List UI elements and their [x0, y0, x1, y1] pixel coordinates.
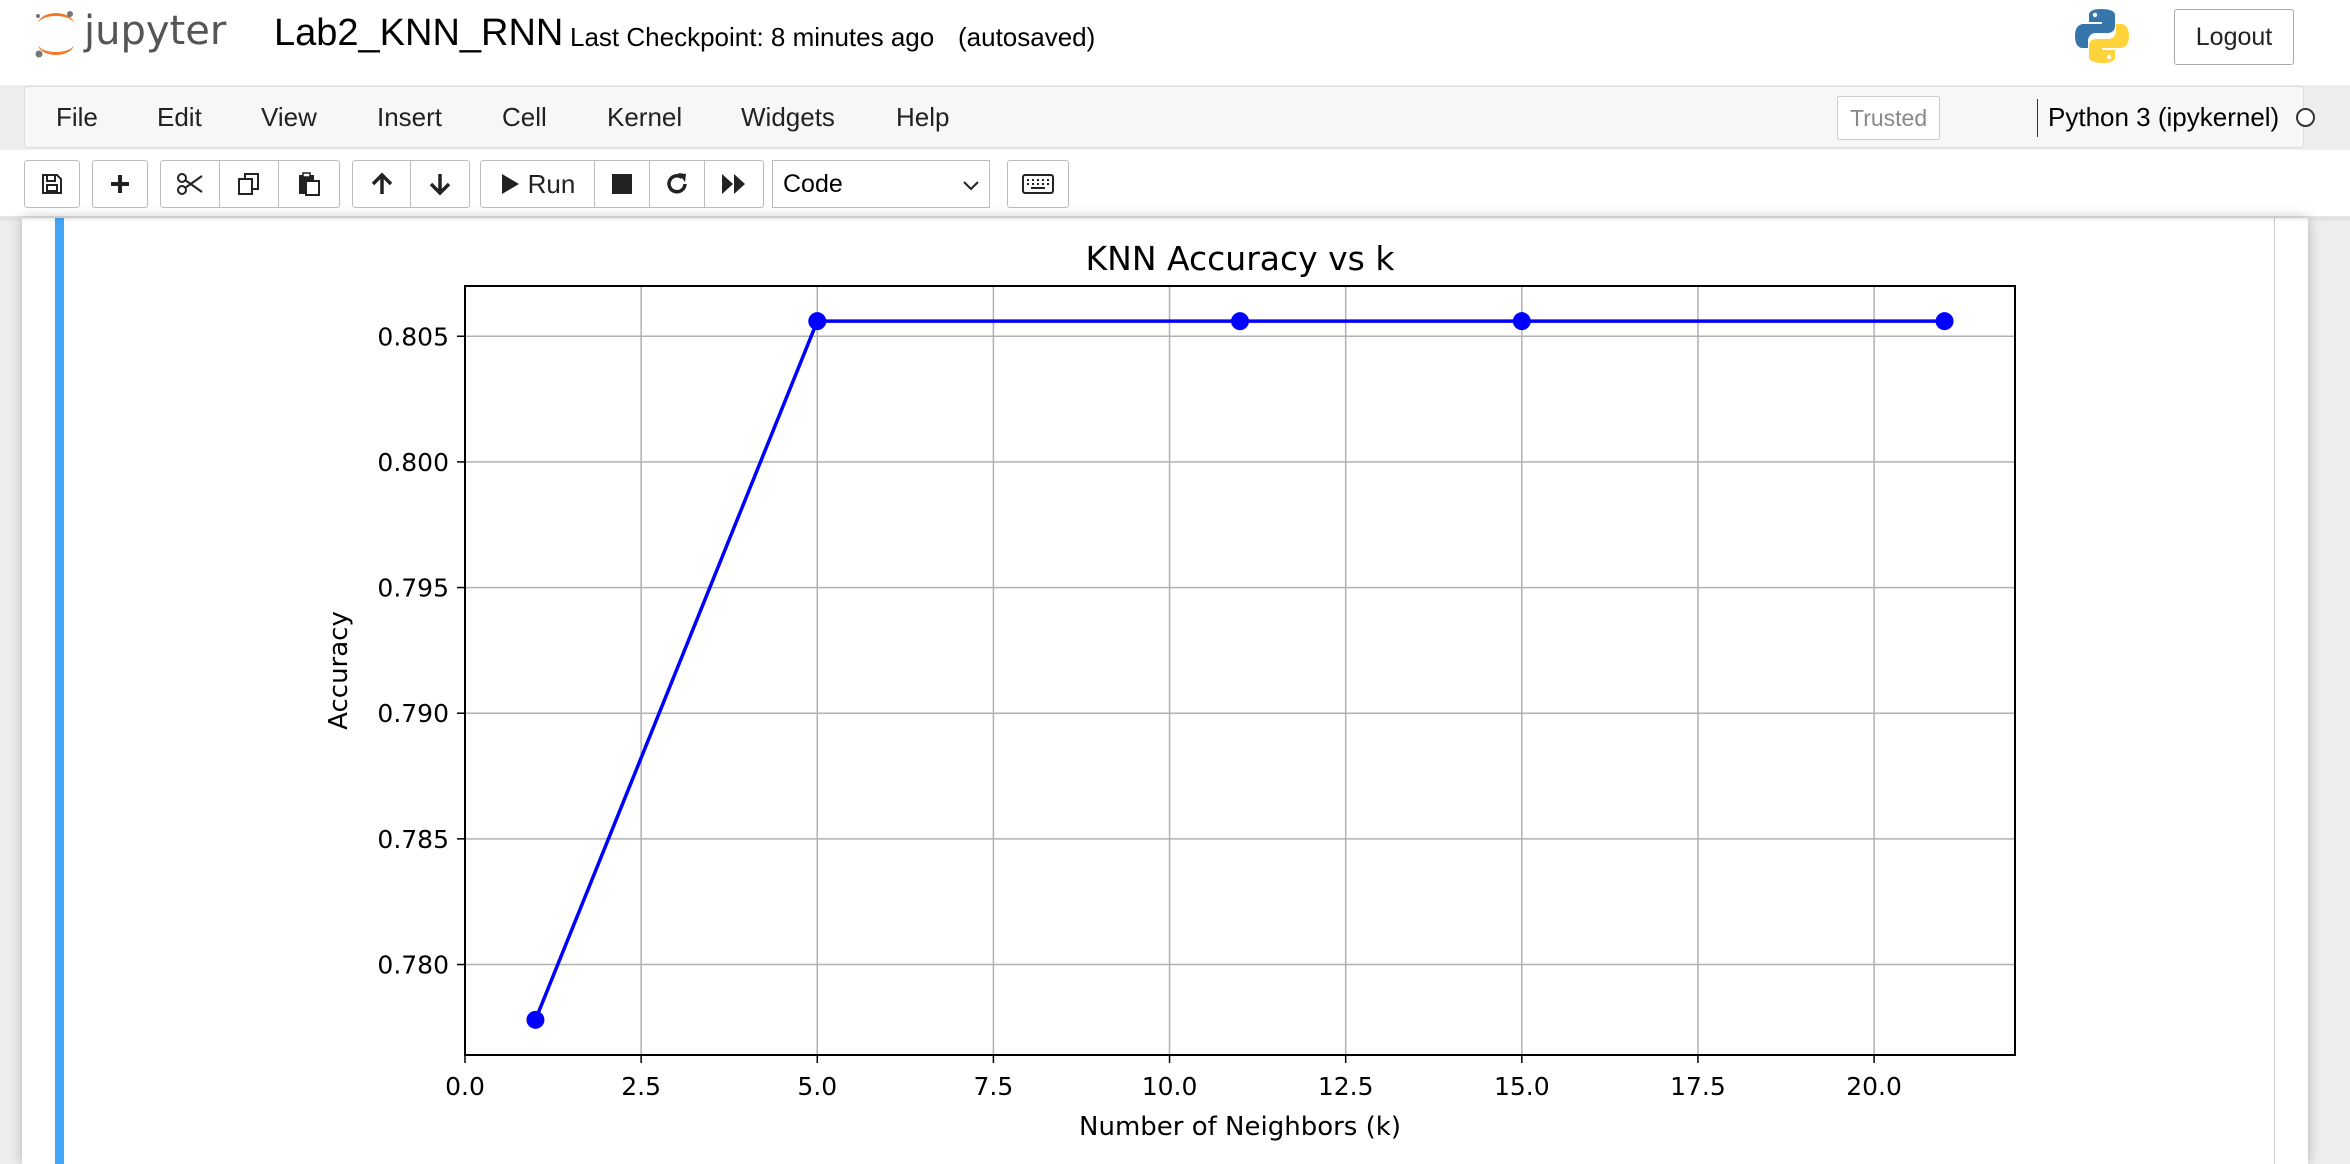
output-cell[interactable]: 0.0 2.5 5.0 7.5 10.0 12.5 15.0 17.5 20.0 0.780 0.7… — [55, 218, 2275, 1164]
data-point — [1512, 312, 1531, 331]
checkpoint-status: Last Checkpoint: 8 minutes ago — [570, 22, 935, 52]
x-axis-label: Number of Neighbors (k) — [1079, 1112, 1401, 1142]
cell-type-select[interactable]: Code — [772, 160, 990, 208]
save-button[interactable] — [24, 160, 80, 208]
run-label: Run — [527, 168, 576, 199]
data-point — [1231, 312, 1249, 331]
header-shadow — [0, 216, 2350, 222]
menu-insert[interactable]: Insert — [377, 102, 443, 132]
data-point — [1935, 312, 1954, 331]
y-tick-label: 0.790 — [377, 699, 449, 728]
x-tick-label: 20.0 — [1846, 1072, 1902, 1101]
series-line — [533, 319, 1945, 1021]
menubar: File Edit View Insert Cell Kernel Widget… — [24, 86, 2315, 148]
move-up-button[interactable] — [352, 160, 411, 208]
x-tick-label: 2.5 — [621, 1072, 661, 1101]
x-tick-label: 17.5 — [1670, 1072, 1726, 1101]
menu-widgets[interactable]: Widgets — [741, 102, 835, 132]
play-icon — [501, 174, 519, 194]
run-button[interactable]: Run — [480, 160, 595, 208]
copy-button[interactable] — [219, 160, 279, 208]
y-tick-label: 0.785 — [377, 825, 449, 854]
menu-file[interactable]: File — [56, 102, 98, 132]
chevron-down-icon — [963, 181, 979, 191]
data-point — [808, 312, 827, 331]
cut-button[interactable] — [160, 160, 220, 208]
interrupt-button[interactable] — [594, 160, 650, 208]
cell-type-value: Code — [783, 170, 843, 198]
y-tick-label: 0.805 — [377, 322, 449, 351]
kernel-name[interactable]: Python 3 (ipykernel) — [2048, 102, 2280, 132]
selected-cell-marker — [55, 218, 64, 1164]
keyboard-icon — [1022, 174, 1054, 194]
autosave-status: (autosaved) — [958, 22, 1096, 52]
y-tick-label: 0.800 — [377, 448, 449, 477]
trusted-badge[interactable]: Trusted — [1837, 96, 1941, 140]
plus-icon — [111, 175, 129, 193]
command-palette-button[interactable] — [1007, 160, 1069, 208]
insert-cell-button[interactable] — [92, 160, 148, 208]
x-tick-label: 12.5 — [1318, 1072, 1374, 1101]
y-axis-label: Accuracy — [324, 611, 354, 730]
y-tick-label: 0.780 — [377, 951, 449, 980]
plot-frame — [464, 285, 2016, 1056]
x-tick-label: 7.5 — [974, 1072, 1014, 1101]
knn-accuracy-chart: 0.0 2.5 5.0 7.5 10.0 12.5 15.0 17.5 20.0 0.780 0.7… — [324, 239, 2016, 1142]
menu-view[interactable]: View — [261, 102, 317, 132]
kernel-separator — [2037, 99, 2038, 137]
x-tick-label: 0.0 — [445, 1072, 485, 1101]
arrow-down-icon — [429, 174, 451, 196]
arrow-up-icon — [371, 172, 392, 194]
logo-arc-top — [38, 13, 74, 24]
jupyter-logo[interactable]: jupyter — [30, 6, 245, 66]
restart-button[interactable] — [649, 160, 705, 208]
menu-cell[interactable]: Cell — [502, 102, 547, 132]
save-icon — [42, 174, 62, 194]
move-down-button[interactable] — [410, 160, 470, 208]
data-point — [526, 1010, 545, 1029]
logout-button[interactable]: Logout — [2174, 9, 2294, 65]
x-tick-label: 15.0 — [1494, 1072, 1550, 1101]
toolbar: Run — [0, 150, 2350, 218]
restart-run-all-button[interactable] — [704, 160, 764, 208]
copy-icon — [238, 173, 259, 195]
restart-icon — [667, 173, 687, 194]
chart-title: KNN Accuracy vs k — [1086, 239, 1396, 278]
x-tick-label: 10.0 — [1142, 1072, 1198, 1101]
python-logo-icon — [2072, 6, 2132, 66]
paste-button[interactable] — [278, 160, 340, 208]
stop-icon — [612, 174, 632, 194]
y-tick-label: 0.795 — [377, 574, 449, 603]
menu-kernel[interactable]: Kernel — [607, 102, 683, 132]
logo-text: jupyter — [83, 8, 227, 54]
menu-help[interactable]: Help — [896, 102, 950, 132]
paste-icon — [299, 172, 320, 196]
cut-icon — [177, 173, 203, 195]
menu-edit[interactable]: Edit — [157, 102, 202, 132]
logo-arc-bottom — [38, 44, 74, 55]
x-tick-label: 5.0 — [797, 1072, 837, 1101]
fast-forward-icon — [722, 174, 745, 194]
notebook-name[interactable]: Lab2_KNN_RNN — [274, 12, 564, 54]
kernel-idle-icon — [2296, 108, 2315, 127]
header: jupyter Lab2_KNN_RNN Last Checkpoint: 8 … — [0, 0, 2350, 85]
